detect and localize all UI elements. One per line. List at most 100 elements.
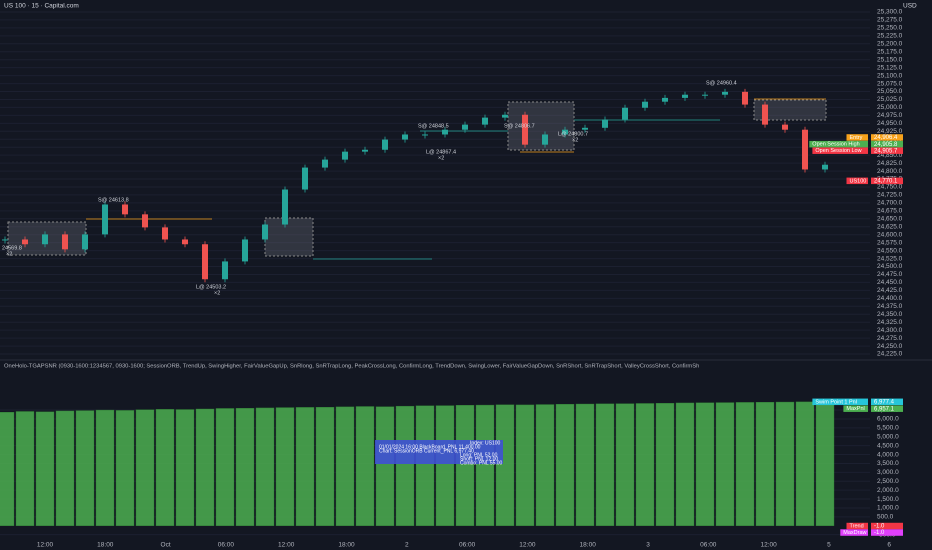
price-badge <box>871 177 903 185</box>
bar <box>115 410 135 526</box>
badge-name: US100 <box>850 178 867 184</box>
y-tick-label: 24,225.0 <box>877 351 903 358</box>
y-tick-label: 24,875.0 <box>877 144 903 151</box>
badge-name-box <box>846 522 868 530</box>
y-tick-label: 24,700.0 <box>877 200 903 207</box>
bar <box>195 408 215 526</box>
annotation: L@ 24867.4 <box>426 149 456 155</box>
y-tick-label: 24,925.0 <box>877 128 903 135</box>
candle <box>122 204 128 215</box>
bar <box>155 409 175 526</box>
bar <box>235 408 255 526</box>
candle <box>542 134 548 145</box>
badge-name-box <box>843 405 868 412</box>
bar <box>15 411 35 526</box>
candle <box>822 164 828 170</box>
x-tick-label: 18:00 <box>580 542 597 549</box>
bar <box>595 403 615 526</box>
y-tick-label: 24,625.0 <box>877 223 903 230</box>
y-tick-label: 25,075.0 <box>877 80 903 87</box>
price-badge-label: 24,905.8 <box>874 142 898 148</box>
bar <box>655 403 675 526</box>
y-tick-label: 24,725.0 <box>877 192 903 199</box>
symbol-title: US 100 · 15 · Capital.com <box>4 3 79 10</box>
y-tick-label: 24,575.0 <box>877 239 903 246</box>
annotation: L@ 24503.2 <box>196 284 226 290</box>
currency[interactable]: USD <box>903 3 917 10</box>
y-tick-label: 24,525.0 <box>877 255 903 262</box>
annotation: ×2 <box>572 137 578 143</box>
candle <box>182 239 188 245</box>
bar <box>695 402 715 526</box>
price-badge-label: 6,957.1 <box>874 406 895 412</box>
y-tick-label: 25,225.0 <box>877 33 903 40</box>
bar <box>755 402 775 526</box>
y-tick-label: 25,050.0 <box>877 88 903 95</box>
badge-name-box <box>809 140 868 148</box>
candle <box>402 134 408 140</box>
session-box <box>507 101 575 151</box>
badge-name: Swim Point 1 Pnl <box>815 399 857 405</box>
badge-name: MaxPnl <box>846 406 864 412</box>
candle <box>422 134 428 136</box>
bar <box>715 402 735 526</box>
candle <box>742 91 748 105</box>
bar <box>315 407 335 526</box>
y-tick-label: 24,275.0 <box>877 335 903 342</box>
session-box <box>264 217 314 257</box>
y-tick-label: 24,825.0 <box>877 160 903 167</box>
y-tick-label: 25,025.0 <box>877 96 903 103</box>
candle <box>2 239 8 241</box>
y-tick-label: 24,250.0 <box>877 343 903 350</box>
candle <box>302 167 308 190</box>
candle <box>382 139 388 150</box>
info-line: Short: PNL 12.00 <box>460 456 498 462</box>
y-tick-label: 4,500.0 <box>877 442 899 449</box>
annotation: S@ 24613.8 <box>98 197 129 203</box>
x-tick-label: 12:00 <box>278 542 295 549</box>
y-tick-label: 24,975.0 <box>877 112 903 119</box>
annotation: S@ 24806.7 <box>504 123 535 129</box>
y-tick-label: 24,400.0 <box>877 295 903 302</box>
badge-name: Entry <box>850 135 863 141</box>
bar <box>355 406 375 526</box>
candle <box>362 149 368 152</box>
y-tick-label: 24,950.0 <box>877 120 903 127</box>
bar <box>175 409 195 526</box>
y-tick-label: 2,500.0 <box>877 478 899 485</box>
x-tick-label: 06:00 <box>700 542 717 549</box>
y-tick-label: 500.0 <box>877 514 894 521</box>
indicator-pane: 6,500.06,000.05,500.05,000.04,500.04,000… <box>0 398 903 538</box>
candle <box>702 94 708 96</box>
badge-name-box <box>846 134 868 141</box>
annotation: L@ 24800.7 <box>558 131 588 137</box>
bar <box>515 404 535 526</box>
y-tick-label: 24,550.0 <box>877 247 903 254</box>
indicator-title: OneHolo-TGAPSNR (0930-1600:1234567, 0930… <box>4 364 699 370</box>
y-tick-label: 25,250.0 <box>877 25 903 32</box>
x-tick-label: 5 <box>827 542 831 549</box>
bar <box>75 410 95 526</box>
y-tick-label: 25,150.0 <box>877 56 903 63</box>
y-tick-label: 24,675.0 <box>877 208 903 215</box>
x-tick-label: 06:00 <box>459 542 476 549</box>
x-tick-label: 6 <box>887 542 891 549</box>
session-box <box>753 99 827 121</box>
info-line: 01/01/2024 16:00 BlackBoard_PNL 11,400.0… <box>379 444 481 450</box>
y-tick-label: 5,000.0 <box>877 433 899 440</box>
candle <box>602 119 608 128</box>
bar <box>335 406 355 526</box>
candle <box>22 239 28 245</box>
candle <box>242 239 248 262</box>
bar <box>535 404 555 526</box>
bar <box>55 410 75 526</box>
x-tick-label: 3 <box>646 542 650 549</box>
y-tick-label: 24,650.0 <box>877 216 903 223</box>
candle <box>162 227 168 240</box>
x-tick-label: 12:00 <box>760 542 777 549</box>
y-tick-label: 25,175.0 <box>877 48 903 55</box>
y-tick-label: 24,500.0 <box>877 263 903 270</box>
y-tick-label: 2,000.0 <box>877 487 899 494</box>
y-tick-label: 3,000.0 <box>877 469 899 476</box>
